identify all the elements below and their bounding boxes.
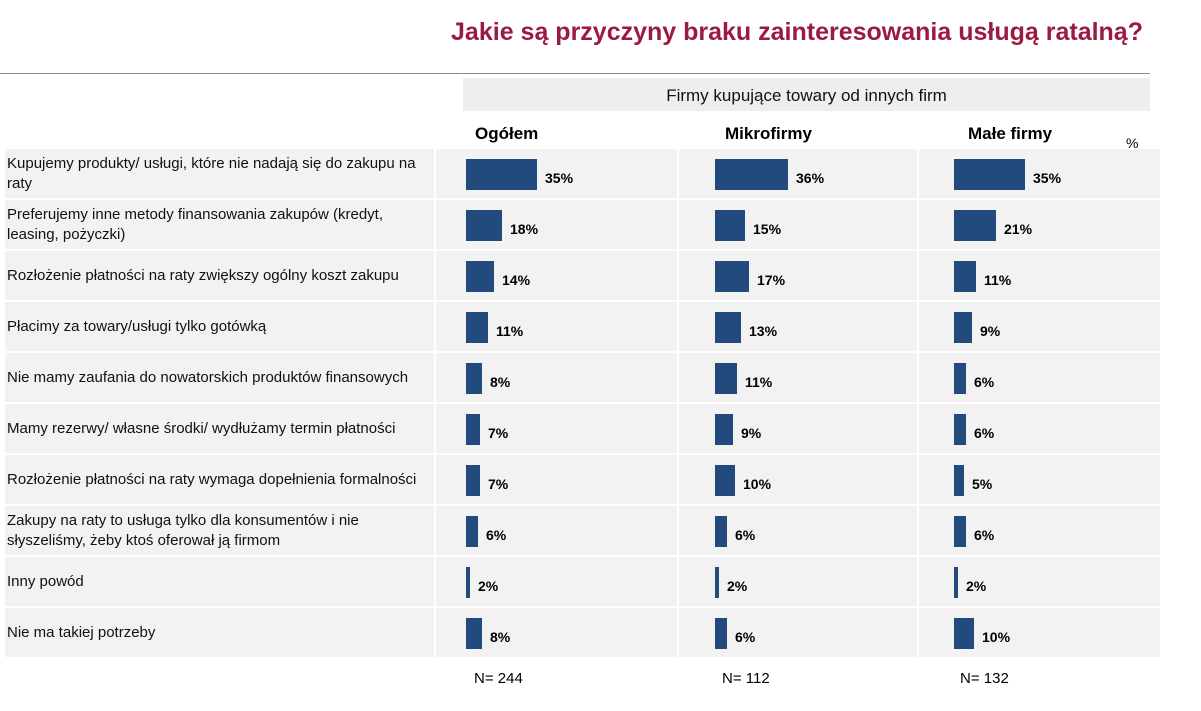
data-label: 2% [727, 578, 748, 594]
bar-1-2 [715, 261, 749, 292]
bar-1-3 [715, 312, 741, 343]
category-label: Rozłożenie płatności na raty zwiększy og… [7, 266, 399, 284]
row-label-bg [5, 302, 434, 351]
row-label-bg [5, 200, 434, 249]
data-label: 9% [741, 425, 762, 441]
data-label: 8% [490, 374, 511, 390]
data-label: 2% [478, 578, 499, 594]
bar-0-7 [466, 516, 478, 547]
data-label: 14% [502, 272, 531, 288]
bar-1-5 [715, 414, 733, 445]
bar-2-8 [954, 567, 958, 598]
bar-0-2 [466, 261, 494, 292]
row-bg [436, 557, 677, 606]
category-label: Rozłożenie płatności na raty wymaga dope… [7, 470, 417, 488]
column-header-0: Ogółem [475, 124, 539, 143]
category-label: Zakupy na raty to usługa tylko dla konsu… [7, 511, 359, 549]
data-label: 2% [966, 578, 987, 594]
data-label: 11% [984, 272, 1012, 288]
bar-2-6 [954, 465, 964, 496]
bar-0-4 [466, 363, 482, 394]
data-label: 11% [496, 323, 524, 339]
row-label-bg [5, 455, 434, 504]
data-label: 7% [488, 476, 509, 492]
data-label: 7% [488, 425, 509, 441]
row-bg [919, 557, 1160, 606]
sample-size-0: N= 244 [474, 670, 523, 687]
bar-1-4 [715, 363, 737, 394]
data-label: 35% [1033, 170, 1062, 186]
bar-1-7 [715, 516, 727, 547]
bar-2-2 [954, 261, 976, 292]
chart-title: Jakie są przyczyny braku zainteresowania… [451, 18, 1143, 46]
bar-0-9 [466, 618, 482, 649]
category-label: Płacimy za towary/usługi tylko gotówką [7, 317, 267, 335]
row-label-bg [5, 557, 434, 606]
bar-1-9 [715, 618, 727, 649]
data-label: 6% [486, 527, 507, 543]
group-header: Firmy kupujące towary od innych firm [463, 78, 1150, 111]
category-label: Inny powód [7, 572, 84, 590]
bar-0-8 [466, 567, 470, 598]
row-label-bg [5, 506, 434, 555]
bar-2-3 [954, 312, 972, 343]
bar-2-9 [954, 618, 974, 649]
bar-1-8 [715, 567, 719, 598]
category-label: Preferujemy inne metody finansowania zak… [7, 205, 384, 243]
column-header-1: Mikrofirmy [725, 124, 812, 143]
unit-label: % [1126, 135, 1139, 151]
row-label-bg [5, 353, 434, 402]
row-label-bg [5, 608, 434, 657]
bar-2-7 [954, 516, 966, 547]
bar-2-5 [954, 414, 966, 445]
bar-1-0 [715, 159, 788, 190]
sample-size-1: N= 112 [722, 670, 770, 687]
data-label: 11% [745, 374, 773, 390]
data-label: 15% [753, 221, 782, 237]
data-label: 10% [982, 629, 1011, 645]
data-label: 5% [972, 476, 993, 492]
bar-2-0 [954, 159, 1025, 190]
data-label: 18% [510, 221, 539, 237]
row-label-bg [5, 149, 434, 198]
sample-size-2: N= 132 [960, 670, 1009, 687]
bar-2-1 [954, 210, 996, 241]
bar-1-1 [715, 210, 745, 241]
data-label: 6% [735, 527, 756, 543]
data-label: 21% [1004, 221, 1033, 237]
category-label: Nie mamy zaufania do nowatorskich produk… [7, 368, 409, 386]
data-label: 6% [974, 425, 995, 441]
column-header-2: Małe firmy [968, 124, 1053, 143]
category-label: Mamy rezerwy/ własne środki/ wydłużamy t… [7, 419, 396, 437]
title-divider [0, 73, 1150, 74]
bar-0-3 [466, 312, 488, 343]
data-label: 8% [490, 629, 511, 645]
data-label: 6% [735, 629, 756, 645]
data-label: 36% [796, 170, 825, 186]
data-label: 35% [545, 170, 574, 186]
bar-1-6 [715, 465, 735, 496]
data-label: 17% [757, 272, 786, 288]
row-label-bg [5, 251, 434, 300]
data-label: 9% [980, 323, 1001, 339]
bar-0-0 [466, 159, 537, 190]
data-label: 6% [974, 374, 995, 390]
data-label: 13% [749, 323, 778, 339]
bar-2-4 [954, 363, 966, 394]
bar-0-1 [466, 210, 502, 241]
data-label: 6% [974, 527, 995, 543]
bar-0-6 [466, 465, 480, 496]
category-label: Kupujemy produkty/ usługi, które nie nad… [7, 154, 416, 192]
data-label: 10% [743, 476, 772, 492]
category-label: Nie ma takiej potrzeby [7, 623, 156, 641]
bar-0-5 [466, 414, 480, 445]
row-label-bg [5, 404, 434, 453]
